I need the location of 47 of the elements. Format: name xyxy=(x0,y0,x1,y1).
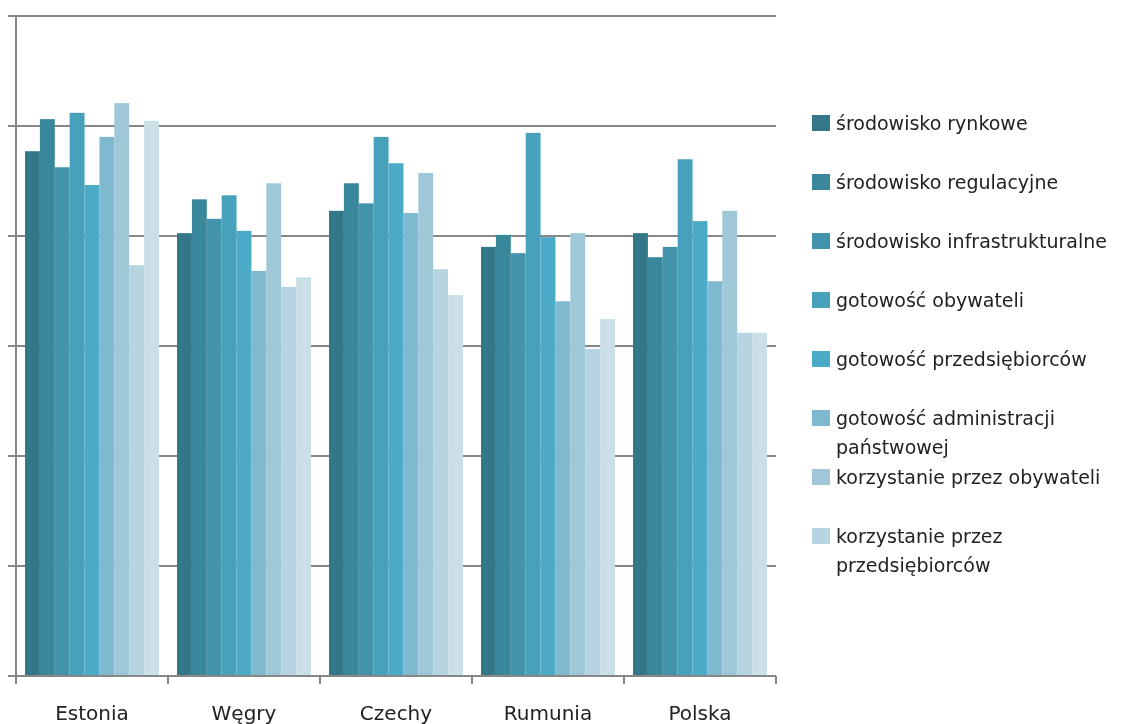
x-tick-label: Rumunia xyxy=(503,701,593,724)
x-tick-label: Czechy xyxy=(359,701,433,724)
bar xyxy=(403,213,419,676)
bar xyxy=(177,233,192,676)
bar xyxy=(647,257,663,676)
bar xyxy=(433,269,449,676)
bar xyxy=(510,253,526,676)
legend-label: środowisko rynkowe xyxy=(836,112,1028,134)
bar xyxy=(722,210,738,676)
x-tick-label: Polska xyxy=(668,701,732,724)
bar xyxy=(144,120,159,676)
bar xyxy=(737,332,753,676)
bar xyxy=(555,301,571,676)
bar xyxy=(296,277,311,676)
legend-label: gotowość przedsiębiorców xyxy=(836,348,1087,370)
bar xyxy=(206,218,222,676)
bar xyxy=(251,270,267,676)
bar xyxy=(633,233,648,676)
bar xyxy=(54,167,70,676)
bar xyxy=(585,348,601,676)
bar xyxy=(418,172,434,676)
bar xyxy=(600,319,615,676)
bar xyxy=(129,265,145,676)
legend-label: korzystanie przez przedsiębiorców xyxy=(836,525,1003,576)
bar xyxy=(329,210,344,676)
bar xyxy=(343,183,359,676)
legend-label: korzystanie przez obywateli xyxy=(836,466,1101,488)
bar xyxy=(570,233,586,676)
bar xyxy=(481,246,496,676)
legend-label: środowisko infrastrukturalne xyxy=(836,230,1107,252)
bar xyxy=(662,246,678,676)
bar xyxy=(281,286,297,676)
legend-label: środowisko regulacyjne xyxy=(836,171,1059,193)
bar xyxy=(99,136,115,676)
x-tick-label: Węgry xyxy=(211,701,277,724)
bar xyxy=(114,103,130,676)
bar xyxy=(266,183,282,676)
x-tick-label: Estonia xyxy=(55,701,129,724)
bar xyxy=(25,151,40,676)
bar xyxy=(39,119,55,676)
legend-label: gotowość obywateli xyxy=(836,289,1025,311)
bar xyxy=(358,203,374,676)
bar xyxy=(752,332,767,676)
bar xyxy=(448,295,463,676)
bar xyxy=(495,234,511,676)
bar xyxy=(707,281,723,676)
bar xyxy=(191,199,207,676)
